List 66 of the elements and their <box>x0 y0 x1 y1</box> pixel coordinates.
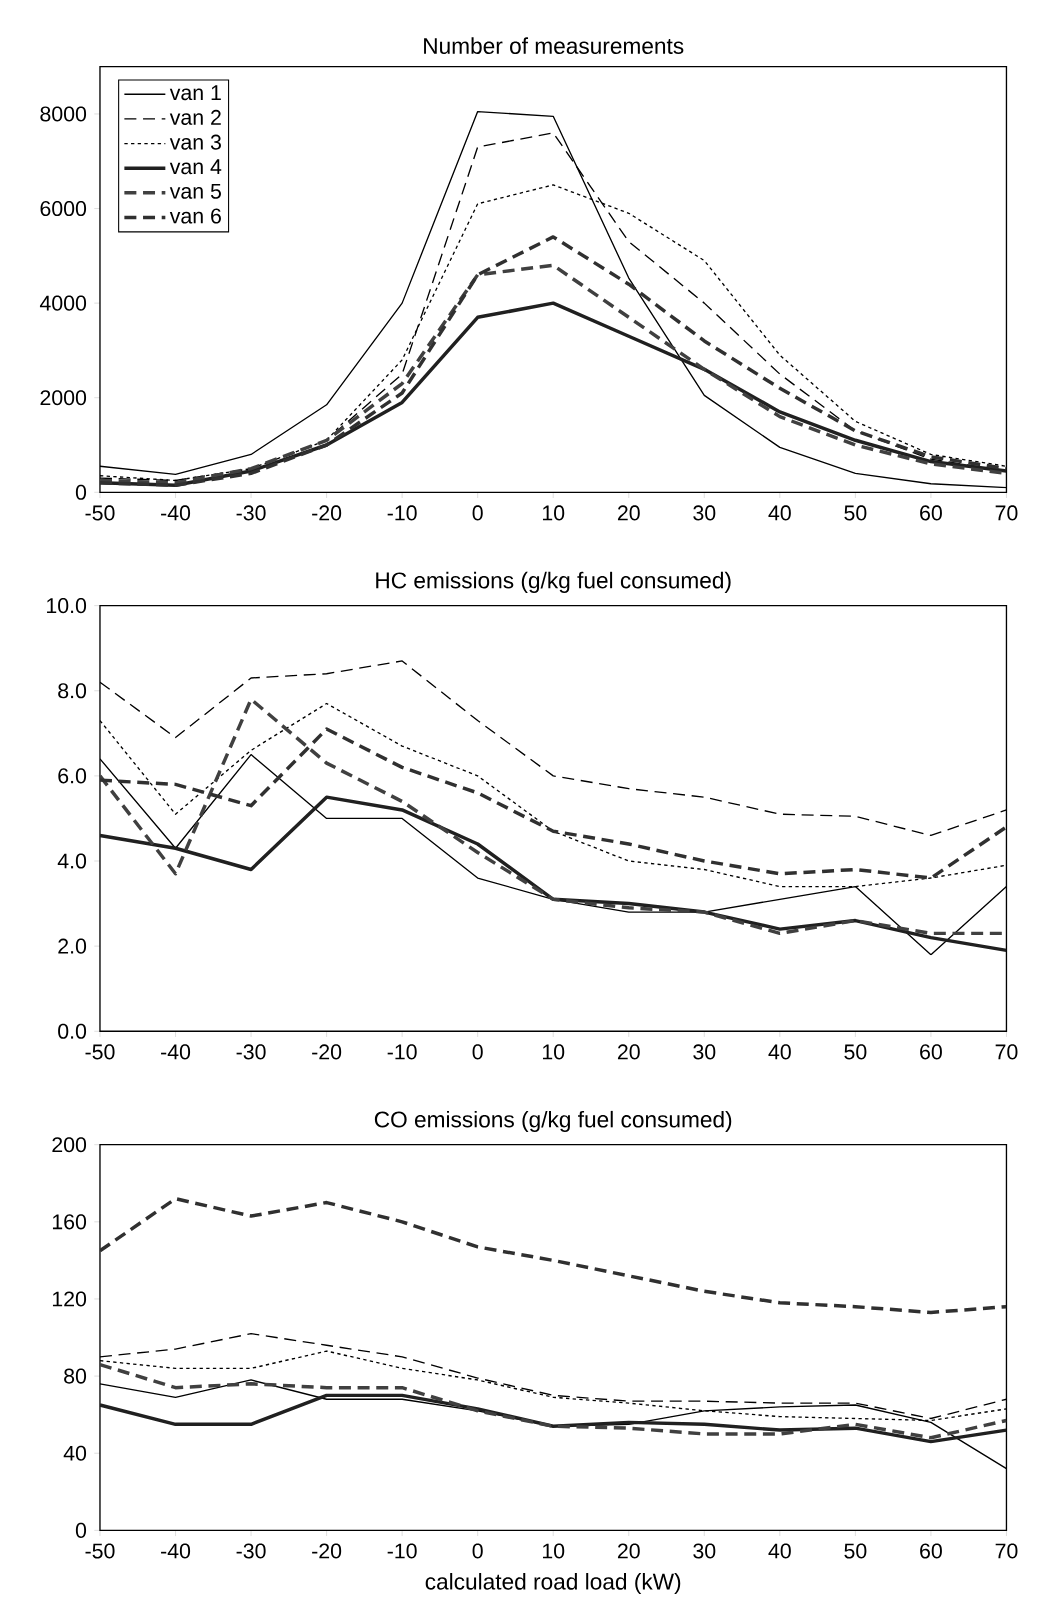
y-tick-label: 2000 <box>40 390 86 406</box>
y-tick-label: 0 <box>75 484 86 500</box>
x-tick-label: 30 <box>693 1044 716 1060</box>
y-tick-label: 160 <box>52 1214 86 1230</box>
y-tick-label: 120 <box>52 1291 86 1307</box>
x-tick-label: 40 <box>768 505 791 521</box>
x-tick-label: -40 <box>160 1044 190 1060</box>
x-tick-label: -40 <box>160 505 190 521</box>
y-tick-label: 40 <box>63 1445 86 1461</box>
x-tick-label: 40 <box>768 1543 791 1559</box>
x-tick-label: -10 <box>387 1044 417 1060</box>
x-tick-label: 40 <box>768 1044 791 1060</box>
x-tick-label: 0 <box>472 1543 483 1559</box>
x-tick-label: -50 <box>85 505 115 521</box>
y-tick-label: 8.0 <box>57 683 86 699</box>
x-tick-label: 30 <box>693 505 716 521</box>
x-tick-label: 0 <box>472 505 483 521</box>
x-tick-label: 70 <box>995 1044 1018 1060</box>
x-tick-label: -10 <box>387 505 417 521</box>
legend-label: van 5 <box>169 183 221 199</box>
x-tick-label: 70 <box>995 505 1018 521</box>
x-tick-label: 60 <box>919 1044 942 1060</box>
y-tick-label: 8000 <box>40 106 86 122</box>
x-tick-label: -20 <box>311 1543 341 1559</box>
y-tick-label: 0.0 <box>57 1023 86 1039</box>
chart-title: HC emissions (g/kg fuel consumed) <box>376 571 731 593</box>
x-tick-label: 10 <box>542 505 565 521</box>
x-tick-label: -30 <box>236 1543 266 1559</box>
x-tick-label: 20 <box>617 1044 640 1060</box>
x-tick-label: 30 <box>693 1543 716 1559</box>
y-tick-label: 200 <box>52 1137 86 1153</box>
x-tick-label: -50 <box>85 1044 115 1060</box>
y-tick-label: 6000 <box>40 201 86 217</box>
legend-label: van 3 <box>169 134 221 150</box>
legend-label: van 4 <box>169 159 222 175</box>
legend-label: van 2 <box>169 109 221 125</box>
x-tick-label: -20 <box>311 505 341 521</box>
x-tick-label: -40 <box>160 1543 190 1559</box>
x-tick-label: 0 <box>472 1044 483 1060</box>
x-tick-label: 10 <box>542 1543 565 1559</box>
x-tick-label: 70 <box>995 1543 1018 1559</box>
x-tick-label: 20 <box>617 1543 640 1559</box>
x-tick-label: 50 <box>844 1044 867 1060</box>
legend-label: van 1 <box>169 85 221 101</box>
legend-label: van 6 <box>169 208 221 224</box>
y-tick-label: 10.0 <box>46 598 86 614</box>
x-tick-label: -30 <box>236 505 266 521</box>
x-tick-label: 50 <box>844 505 867 521</box>
y-tick-label: 4.0 <box>57 853 86 869</box>
x-tick-label: -50 <box>85 1543 115 1559</box>
y-tick-label: 6.0 <box>58 768 86 784</box>
x-tick-label: -30 <box>236 1044 266 1060</box>
chart-title: CO emissions (g/kg fuel consumed) <box>374 1110 732 1132</box>
chart-title: Number of measurements <box>423 37 684 54</box>
x-tick-label: 10 <box>542 1044 565 1060</box>
x-axis-title: calculated road load (kW) <box>425 1573 681 1595</box>
x-tick-label: -20 <box>311 1044 341 1060</box>
x-tick-label: -10 <box>387 1543 417 1559</box>
y-tick-label: 80 <box>63 1368 86 1384</box>
y-tick-label: 4000 <box>39 295 86 311</box>
x-tick-label: 50 <box>844 1543 867 1559</box>
y-tick-label: 2.0 <box>58 938 86 954</box>
x-tick-label: 60 <box>919 1543 942 1559</box>
x-tick-label: 20 <box>617 505 640 521</box>
x-tick-label: 60 <box>919 505 942 521</box>
y-tick-label: 0 <box>75 1522 86 1538</box>
